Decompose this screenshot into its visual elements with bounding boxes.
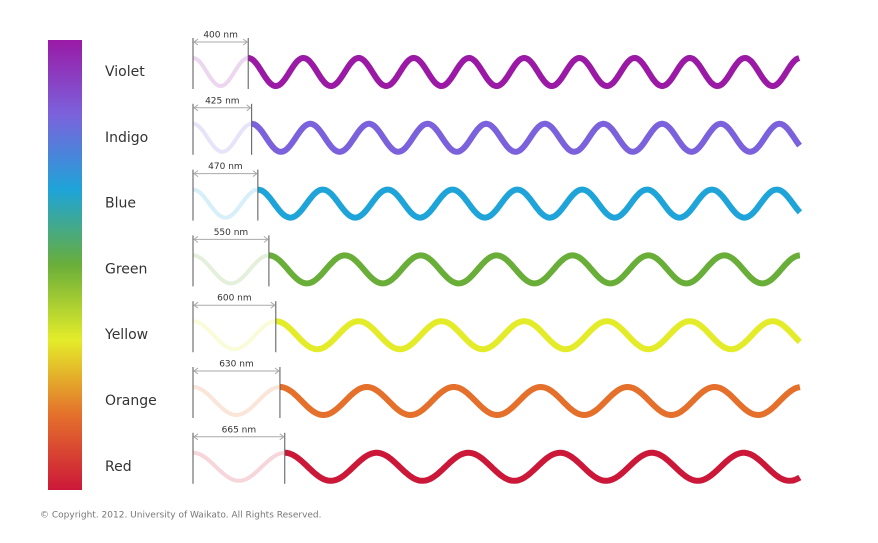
wave-ghost — [193, 319, 276, 352]
wavelength-label: 630 nm — [219, 360, 254, 370]
label-bg — [201, 30, 240, 41]
wave-ghost — [193, 450, 285, 483]
wave-ghost — [192, 187, 258, 220]
wavelength-label: 400 nm — [203, 31, 238, 41]
label-bg — [217, 359, 256, 370]
wavelength-label: 665 nm — [222, 425, 257, 435]
arrow — [193, 433, 285, 441]
color-name: Yellow — [104, 327, 148, 343]
wave-ghost — [192, 121, 252, 154]
label-bg — [211, 227, 251, 238]
label-bg — [215, 293, 254, 304]
wave — [279, 384, 801, 418]
wavelength-label: 600 nm — [217, 294, 252, 304]
color-name: Red — [105, 459, 132, 475]
arrow — [193, 170, 258, 177]
arrow — [193, 367, 280, 375]
wave — [268, 252, 801, 287]
arrow — [193, 301, 276, 309]
wave — [284, 449, 802, 484]
color-name: Blue — [105, 196, 136, 212]
wavelength-label: 550 nm — [214, 228, 249, 238]
arrow — [193, 38, 249, 46]
wavelength-label: 470 nm — [208, 162, 243, 172]
label-bg — [203, 96, 242, 107]
label-bg — [219, 425, 259, 436]
wave-ghost — [193, 253, 269, 286]
spectrum-bar — [48, 40, 82, 490]
arrow — [193, 236, 269, 243]
copyright: © Copyright. 2012. University of Waikato… — [40, 511, 322, 521]
label-bg — [206, 162, 245, 173]
wave-ghost — [192, 56, 249, 88]
color-name: Green — [105, 261, 147, 277]
wave — [251, 120, 802, 155]
color-name: Violet — [105, 64, 145, 80]
wave — [275, 318, 802, 353]
color-name: Orange — [105, 393, 157, 409]
wave — [257, 186, 803, 221]
wavelength-label: 425 nm — [205, 96, 240, 106]
wave-ghost — [193, 385, 280, 417]
color-name: Indigo — [105, 130, 148, 146]
arrow — [193, 104, 252, 112]
wave — [247, 54, 801, 90]
